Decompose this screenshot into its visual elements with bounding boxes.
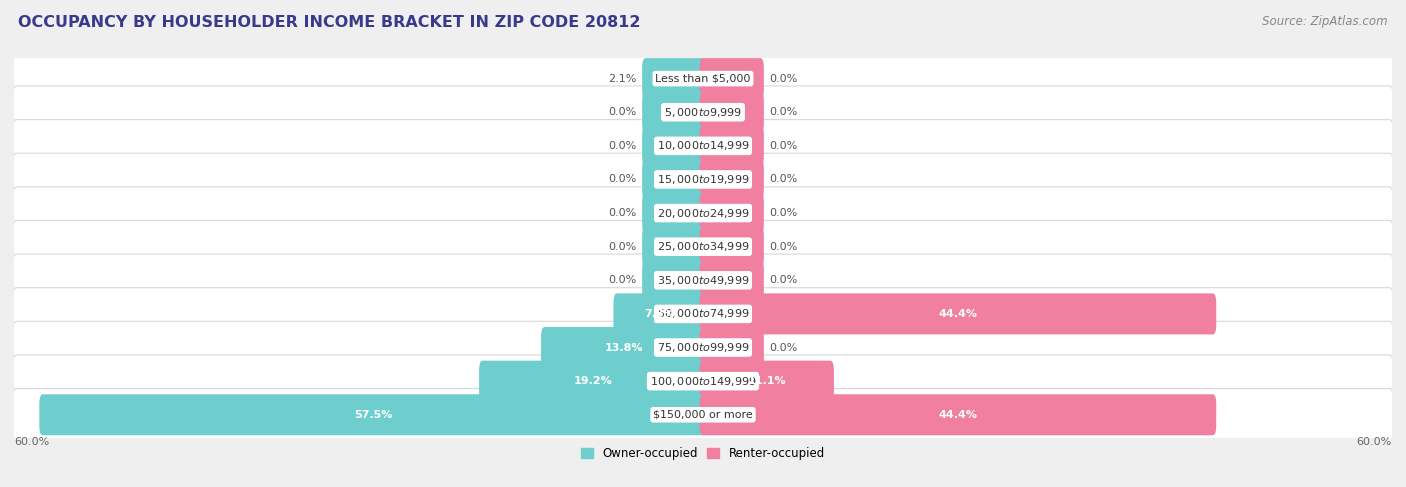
FancyBboxPatch shape	[700, 58, 763, 99]
Text: 0.0%: 0.0%	[609, 141, 637, 151]
FancyBboxPatch shape	[13, 254, 1393, 306]
FancyBboxPatch shape	[643, 260, 706, 301]
Text: 13.8%: 13.8%	[605, 342, 643, 353]
FancyBboxPatch shape	[700, 125, 763, 167]
Text: 0.0%: 0.0%	[609, 107, 637, 117]
Text: Source: ZipAtlas.com: Source: ZipAtlas.com	[1263, 15, 1388, 28]
FancyBboxPatch shape	[643, 92, 706, 133]
FancyBboxPatch shape	[13, 53, 1393, 105]
Text: 19.2%: 19.2%	[574, 376, 612, 386]
Text: 11.1%: 11.1%	[748, 376, 786, 386]
Text: $20,000 to $24,999: $20,000 to $24,999	[657, 206, 749, 220]
Text: $75,000 to $99,999: $75,000 to $99,999	[657, 341, 749, 354]
Text: OCCUPANCY BY HOUSEHOLDER INCOME BRACKET IN ZIP CODE 20812: OCCUPANCY BY HOUSEHOLDER INCOME BRACKET …	[18, 15, 641, 30]
Text: 0.0%: 0.0%	[769, 107, 797, 117]
FancyBboxPatch shape	[700, 361, 834, 402]
Text: 0.0%: 0.0%	[769, 342, 797, 353]
FancyBboxPatch shape	[479, 361, 706, 402]
Text: 0.0%: 0.0%	[769, 275, 797, 285]
Text: 44.4%: 44.4%	[938, 410, 977, 420]
FancyBboxPatch shape	[39, 394, 706, 435]
FancyBboxPatch shape	[541, 327, 706, 368]
Text: 57.5%: 57.5%	[354, 410, 392, 420]
FancyBboxPatch shape	[13, 355, 1393, 407]
Text: $15,000 to $19,999: $15,000 to $19,999	[657, 173, 749, 186]
Text: 0.0%: 0.0%	[609, 275, 637, 285]
FancyBboxPatch shape	[700, 293, 1216, 335]
FancyBboxPatch shape	[643, 226, 706, 267]
FancyBboxPatch shape	[643, 125, 706, 167]
FancyBboxPatch shape	[700, 260, 763, 301]
Text: 0.0%: 0.0%	[769, 208, 797, 218]
Text: 0.0%: 0.0%	[609, 242, 637, 252]
FancyBboxPatch shape	[13, 153, 1393, 206]
FancyBboxPatch shape	[700, 226, 763, 267]
Text: $50,000 to $74,999: $50,000 to $74,999	[657, 307, 749, 320]
Text: 0.0%: 0.0%	[769, 242, 797, 252]
FancyBboxPatch shape	[613, 293, 706, 335]
FancyBboxPatch shape	[13, 288, 1393, 340]
Text: 0.0%: 0.0%	[769, 74, 797, 84]
Text: 7.5%: 7.5%	[644, 309, 675, 319]
Text: $35,000 to $49,999: $35,000 to $49,999	[657, 274, 749, 287]
FancyBboxPatch shape	[13, 187, 1393, 239]
FancyBboxPatch shape	[13, 120, 1393, 172]
Text: 60.0%: 60.0%	[14, 437, 49, 447]
Text: 0.0%: 0.0%	[769, 174, 797, 185]
Text: $25,000 to $34,999: $25,000 to $34,999	[657, 240, 749, 253]
FancyBboxPatch shape	[643, 58, 706, 99]
FancyBboxPatch shape	[700, 394, 1216, 435]
Text: 44.4%: 44.4%	[938, 309, 977, 319]
Text: Less than $5,000: Less than $5,000	[655, 74, 751, 84]
FancyBboxPatch shape	[643, 159, 706, 200]
FancyBboxPatch shape	[13, 221, 1393, 273]
Text: 60.0%: 60.0%	[1357, 437, 1392, 447]
Text: $5,000 to $9,999: $5,000 to $9,999	[664, 106, 742, 119]
Text: $10,000 to $14,999: $10,000 to $14,999	[657, 139, 749, 152]
Text: $150,000 or more: $150,000 or more	[654, 410, 752, 420]
Text: $100,000 to $149,999: $100,000 to $149,999	[650, 375, 756, 388]
Text: 0.0%: 0.0%	[609, 208, 637, 218]
Text: 0.0%: 0.0%	[609, 174, 637, 185]
FancyBboxPatch shape	[643, 192, 706, 234]
FancyBboxPatch shape	[700, 92, 763, 133]
FancyBboxPatch shape	[13, 321, 1393, 374]
Legend: Owner-occupied, Renter-occupied: Owner-occupied, Renter-occupied	[576, 442, 830, 465]
Text: 2.1%: 2.1%	[607, 74, 637, 84]
FancyBboxPatch shape	[700, 192, 763, 234]
FancyBboxPatch shape	[13, 86, 1393, 138]
FancyBboxPatch shape	[700, 327, 763, 368]
FancyBboxPatch shape	[13, 389, 1393, 441]
FancyBboxPatch shape	[700, 159, 763, 200]
Text: 0.0%: 0.0%	[769, 141, 797, 151]
